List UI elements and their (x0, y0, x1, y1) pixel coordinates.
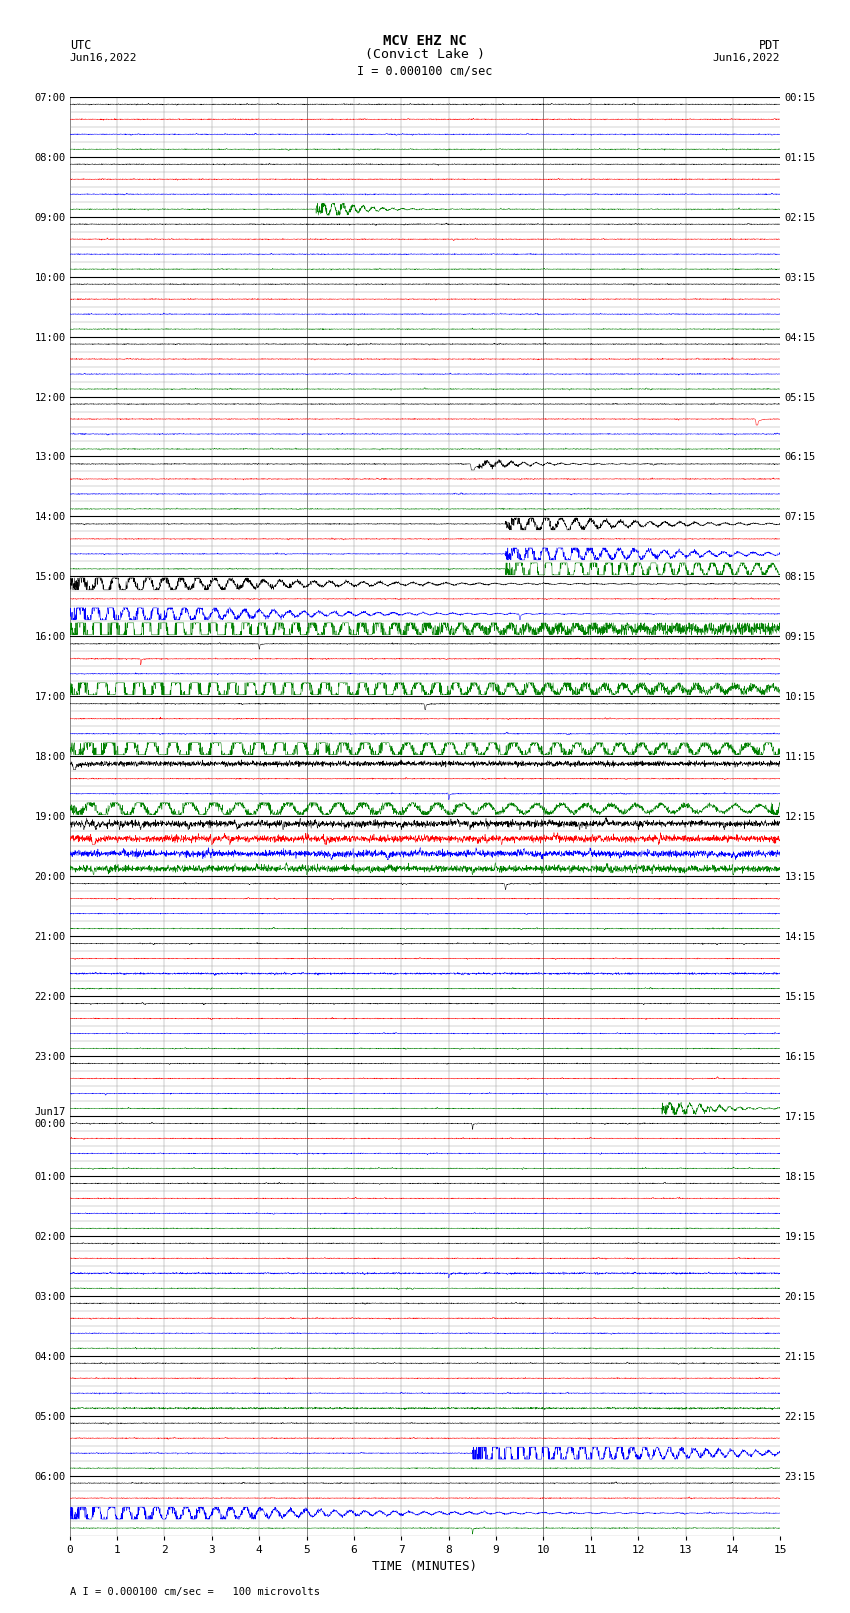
Text: PDT: PDT (759, 39, 780, 52)
Text: UTC: UTC (70, 39, 91, 52)
Text: (Convict Lake ): (Convict Lake ) (365, 48, 485, 61)
Text: Jun16,2022: Jun16,2022 (713, 53, 780, 63)
Text: Jun16,2022: Jun16,2022 (70, 53, 137, 63)
Text: A I = 0.000100 cm/sec =   100 microvolts: A I = 0.000100 cm/sec = 100 microvolts (70, 1587, 320, 1597)
Text: MCV EHZ NC: MCV EHZ NC (383, 34, 467, 48)
Text: I = 0.000100 cm/sec: I = 0.000100 cm/sec (357, 65, 493, 77)
X-axis label: TIME (MINUTES): TIME (MINUTES) (372, 1560, 478, 1573)
